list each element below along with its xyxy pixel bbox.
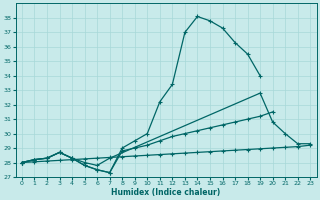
X-axis label: Humidex (Indice chaleur): Humidex (Indice chaleur) — [111, 188, 221, 197]
